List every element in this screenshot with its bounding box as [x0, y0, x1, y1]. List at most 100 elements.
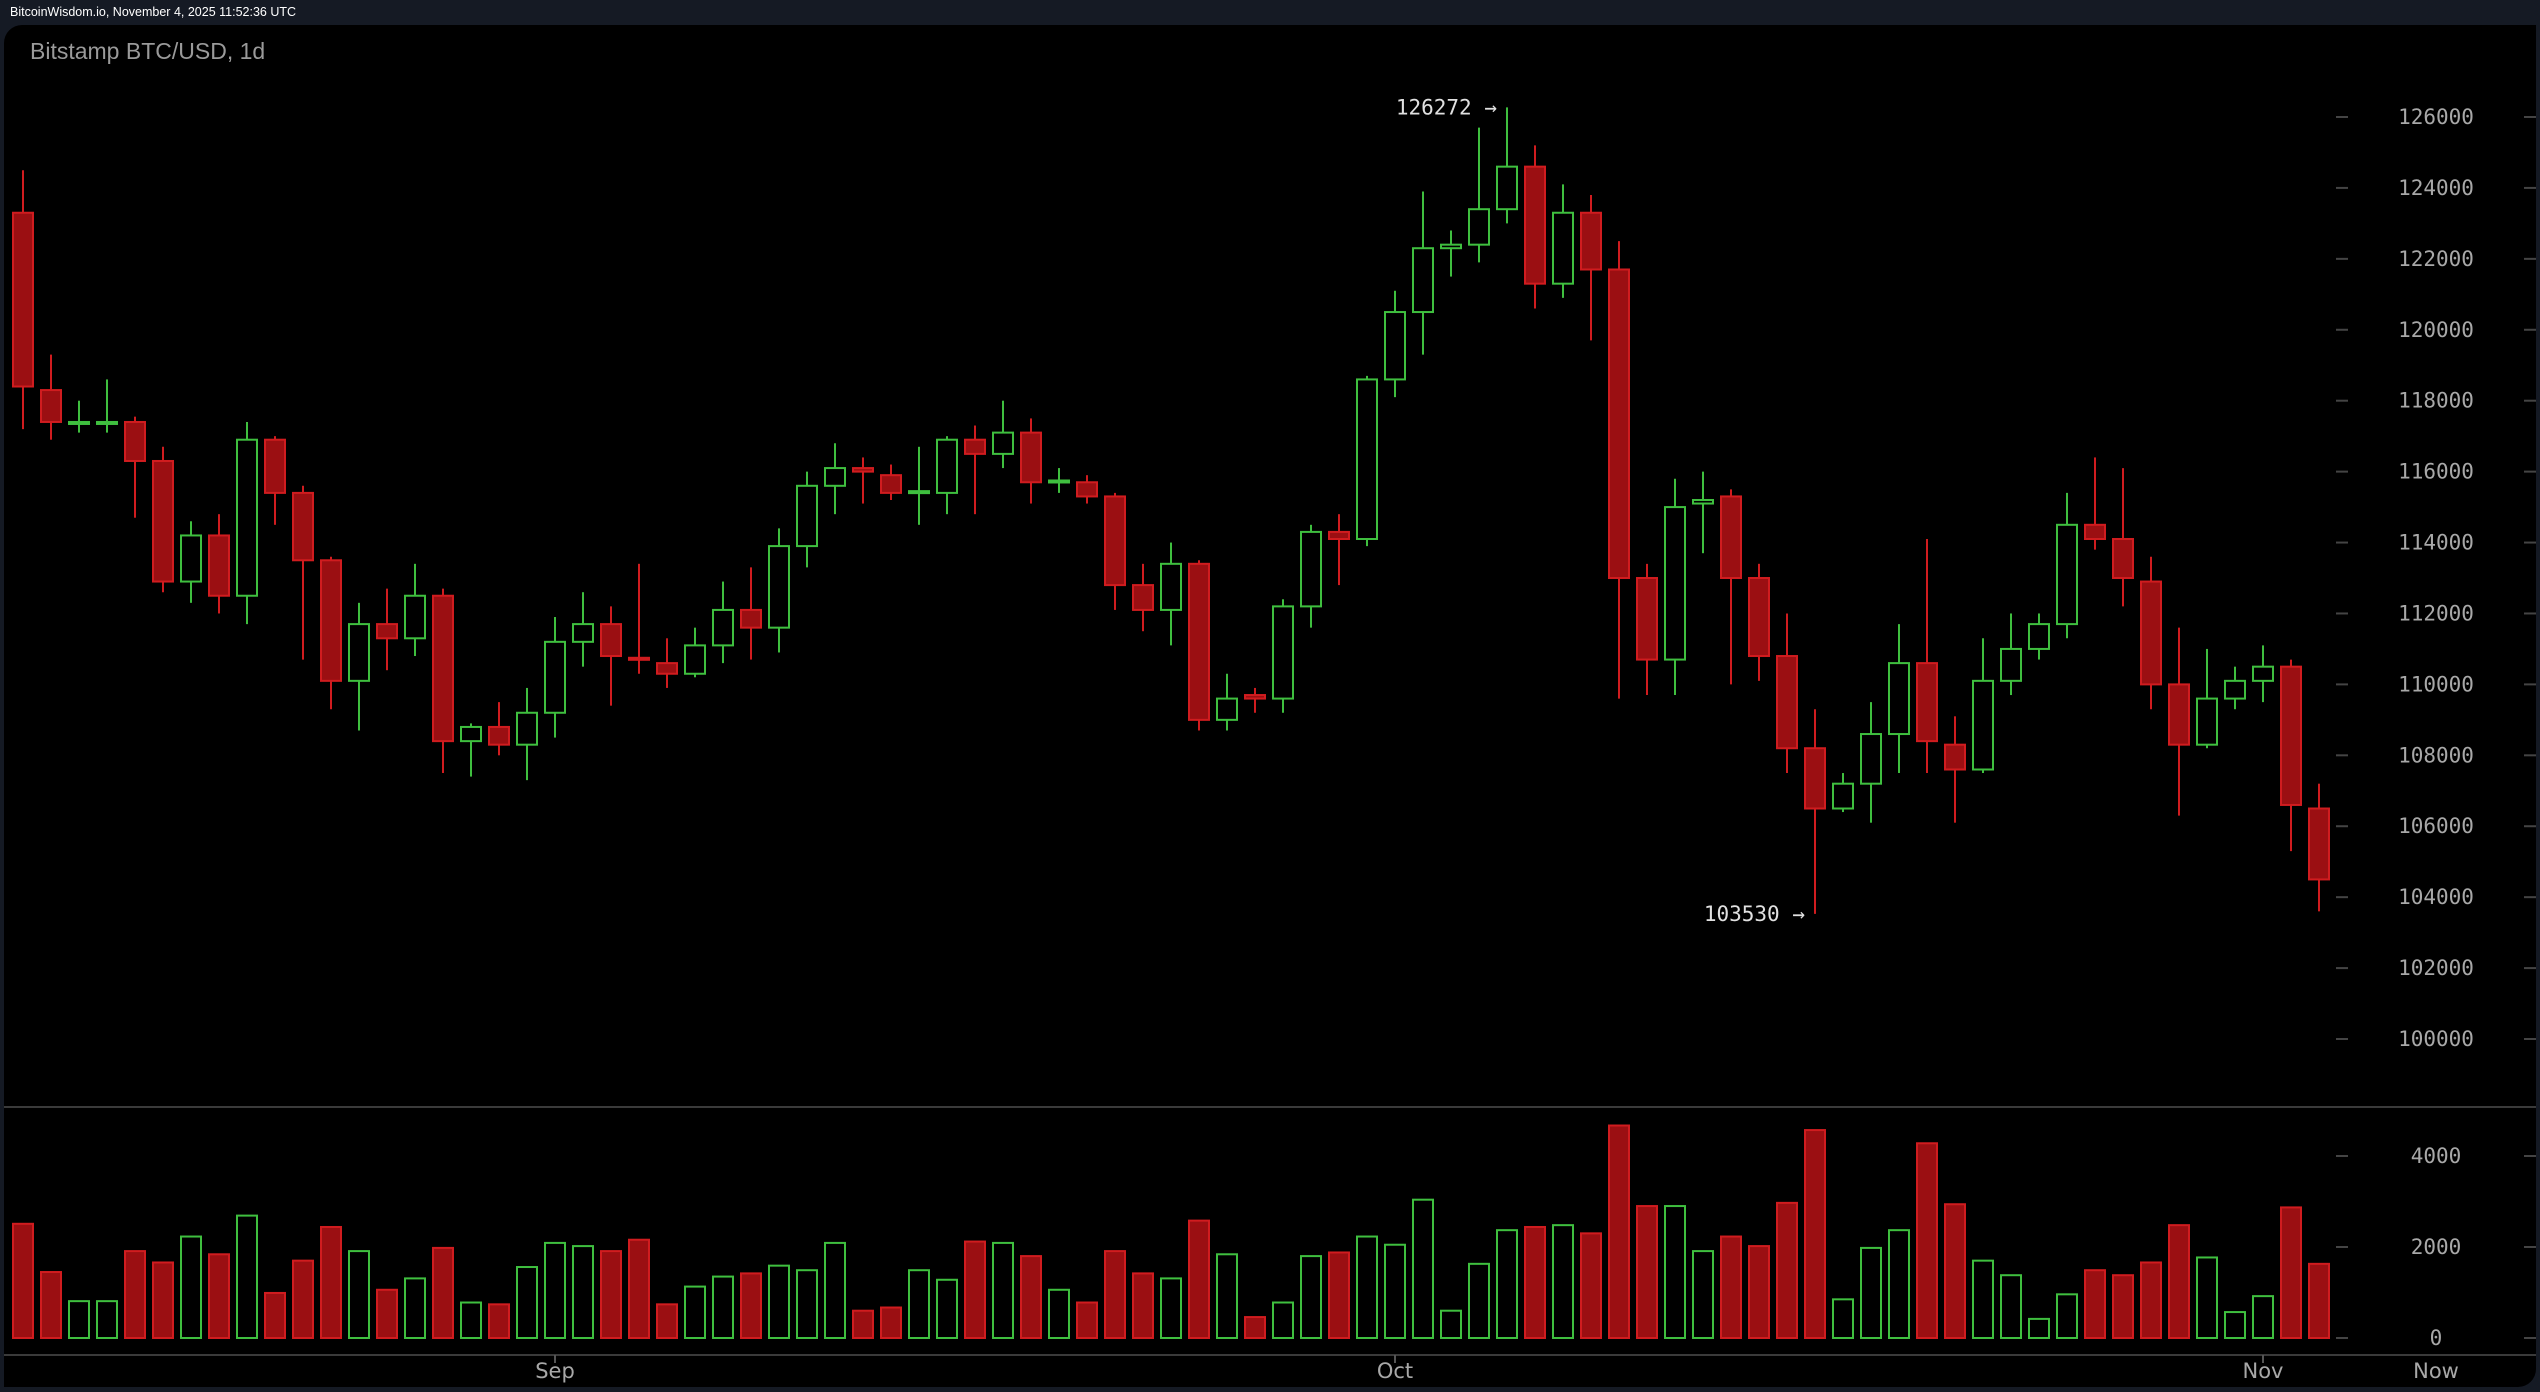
candle[interactable] — [1804, 709, 1826, 914]
candle[interactable] — [1552, 184, 1574, 298]
candle[interactable] — [1860, 702, 1882, 823]
candle[interactable] — [712, 581, 734, 664]
candle[interactable] — [964, 425, 986, 515]
candle[interactable] — [292, 485, 314, 660]
volume-bar — [1636, 1205, 1658, 1340]
candle[interactable] — [1412, 191, 1434, 355]
price-tick-label: 100000 — [2398, 1027, 2474, 1051]
candle[interactable] — [152, 446, 174, 593]
candle[interactable] — [740, 567, 762, 660]
candle[interactable] — [1916, 538, 1938, 774]
volume-bar — [2168, 1224, 2190, 1340]
candle[interactable] — [1944, 716, 1966, 823]
candle[interactable] — [320, 556, 342, 710]
candle[interactable] — [1748, 563, 1770, 681]
candle[interactable] — [208, 514, 230, 614]
candle[interactable] — [12, 170, 34, 430]
candle[interactable] — [1160, 542, 1182, 646]
chart-panel[interactable]: 126000 124000 122000 120000 118000 116000 1140… — [4, 25, 2536, 1387]
candle[interactable] — [1272, 599, 1294, 713]
candle[interactable] — [180, 521, 202, 603]
candle[interactable] — [124, 416, 146, 518]
volume-bar — [796, 1269, 818, 1339]
candle[interactable] — [1244, 687, 1266, 713]
candle[interactable] — [544, 617, 566, 738]
candle[interactable] — [1664, 478, 1686, 696]
candle[interactable] — [96, 379, 118, 433]
volume-bar — [628, 1238, 650, 1339]
volume-bar — [852, 1309, 874, 1339]
volume-bar — [656, 1303, 678, 1339]
candle[interactable] — [2028, 613, 2050, 660]
volume-bar — [1132, 1272, 1154, 1340]
volume-bar — [488, 1303, 510, 1339]
candle[interactable] — [2084, 457, 2106, 550]
candle[interactable] — [236, 421, 258, 625]
candle[interactable] — [40, 354, 62, 440]
candle[interactable] — [1020, 418, 1042, 504]
candle[interactable] — [1468, 127, 1490, 263]
candle[interactable] — [1776, 613, 1798, 774]
candle[interactable] — [2308, 783, 2330, 912]
candle[interactable] — [348, 602, 370, 731]
candle[interactable] — [852, 457, 874, 504]
candle[interactable] — [684, 627, 706, 678]
candlestick-chart[interactable]: 126000 124000 122000 120000 118000 116000 1140… — [4, 25, 2536, 1387]
candle[interactable] — [2140, 556, 2162, 710]
candle[interactable] — [1888, 624, 1910, 774]
candle[interactable] — [880, 464, 902, 500]
candle[interactable] — [488, 702, 510, 756]
candle[interactable] — [2056, 492, 2078, 639]
candle[interactable] — [376, 588, 398, 671]
candle[interactable] — [572, 592, 594, 667]
candle[interactable] — [432, 588, 454, 774]
candle[interactable] — [628, 563, 650, 674]
candle[interactable] — [1132, 563, 1154, 632]
candle[interactable] — [908, 446, 930, 525]
candle[interactable] — [1580, 195, 1602, 341]
volume-bar — [1412, 1198, 1434, 1340]
top-bar: BitcoinWisdom.io, November 4, 2025 11:52… — [0, 0, 2540, 25]
candle[interactable] — [404, 563, 426, 657]
candle[interactable] — [936, 436, 958, 515]
candle[interactable] — [2224, 666, 2246, 710]
candle[interactable] — [1496, 107, 1518, 224]
candle[interactable] — [824, 443, 846, 515]
candle[interactable] — [1720, 489, 1742, 685]
candle[interactable] — [1972, 638, 1994, 774]
candle[interactable] — [1076, 475, 1098, 504]
candle[interactable] — [1048, 468, 1070, 493]
candle[interactable] — [1300, 524, 1322, 628]
candle[interactable] — [1356, 375, 1378, 547]
candle[interactable] — [1104, 492, 1126, 610]
candle[interactable] — [460, 723, 482, 777]
volume-bar — [152, 1261, 174, 1339]
candle[interactable] — [600, 606, 622, 706]
candle[interactable] — [1608, 241, 1630, 699]
candle[interactable] — [1440, 230, 1462, 277]
candle[interactable] — [656, 638, 678, 688]
candle[interactable] — [1328, 514, 1350, 586]
volume-bar — [740, 1272, 762, 1340]
candle[interactable] — [1832, 773, 1854, 813]
candle[interactable] — [2168, 627, 2190, 816]
candle[interactable] — [516, 687, 538, 781]
candle[interactable] — [2000, 613, 2022, 696]
candle[interactable] — [796, 471, 818, 568]
candle[interactable] — [1524, 145, 1546, 309]
candle[interactable] — [2252, 645, 2274, 703]
candle[interactable] — [1692, 471, 1714, 554]
candle[interactable] — [768, 528, 790, 653]
candle[interactable] — [264, 436, 286, 525]
candle[interactable] — [1216, 673, 1238, 731]
candle[interactable] — [1384, 290, 1406, 398]
candle[interactable] — [2112, 468, 2134, 607]
candle[interactable] — [992, 400, 1014, 469]
candle[interactable] — [1636, 563, 1658, 696]
candle[interactable] — [1188, 560, 1210, 731]
candle[interactable] — [2280, 659, 2302, 852]
volume-bar — [1440, 1309, 1462, 1339]
volume-bar — [2056, 1293, 2078, 1339]
candle[interactable] — [2196, 648, 2218, 749]
candle[interactable] — [68, 400, 90, 433]
